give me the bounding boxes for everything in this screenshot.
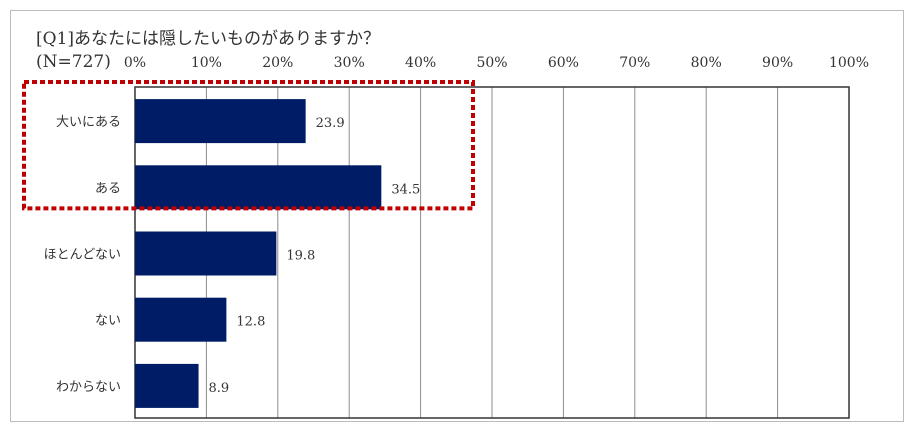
data-label: 12.8 xyxy=(236,315,265,330)
chart-subtitle: (N=727) xyxy=(36,52,111,72)
x-tick-label: 100% xyxy=(829,55,869,71)
category-label: ある xyxy=(95,181,121,196)
x-tick-label: 50% xyxy=(476,55,507,71)
chart-title: [Q1]あなたには隠したいものがありますか？ xyxy=(36,29,381,49)
category-label: ほとんどない xyxy=(44,248,121,263)
data-label: 34.5 xyxy=(391,182,420,197)
x-tick-label: 30% xyxy=(334,55,365,71)
bar xyxy=(135,231,277,276)
bar xyxy=(135,297,227,342)
x-tick-label: 40% xyxy=(405,55,436,71)
x-tick-label: 70% xyxy=(619,55,650,71)
x-tick-label: 60% xyxy=(548,55,579,71)
bar xyxy=(135,363,199,408)
data-label: 8.9 xyxy=(209,381,230,396)
x-tick-label: 0% xyxy=(124,55,146,71)
bar xyxy=(135,99,306,144)
x-tick-label: 80% xyxy=(691,55,722,71)
category-label: わからない xyxy=(56,380,121,395)
x-tick-label: 20% xyxy=(262,55,293,71)
x-tick-label: 90% xyxy=(762,55,793,71)
bar xyxy=(135,165,382,210)
category-label: 大いにある xyxy=(56,115,121,130)
category-label: ない xyxy=(95,314,121,329)
data-label: 19.8 xyxy=(286,249,315,264)
data-label: 23.9 xyxy=(316,116,345,131)
x-tick-label: 10% xyxy=(191,55,222,71)
highlight-box xyxy=(22,80,475,211)
